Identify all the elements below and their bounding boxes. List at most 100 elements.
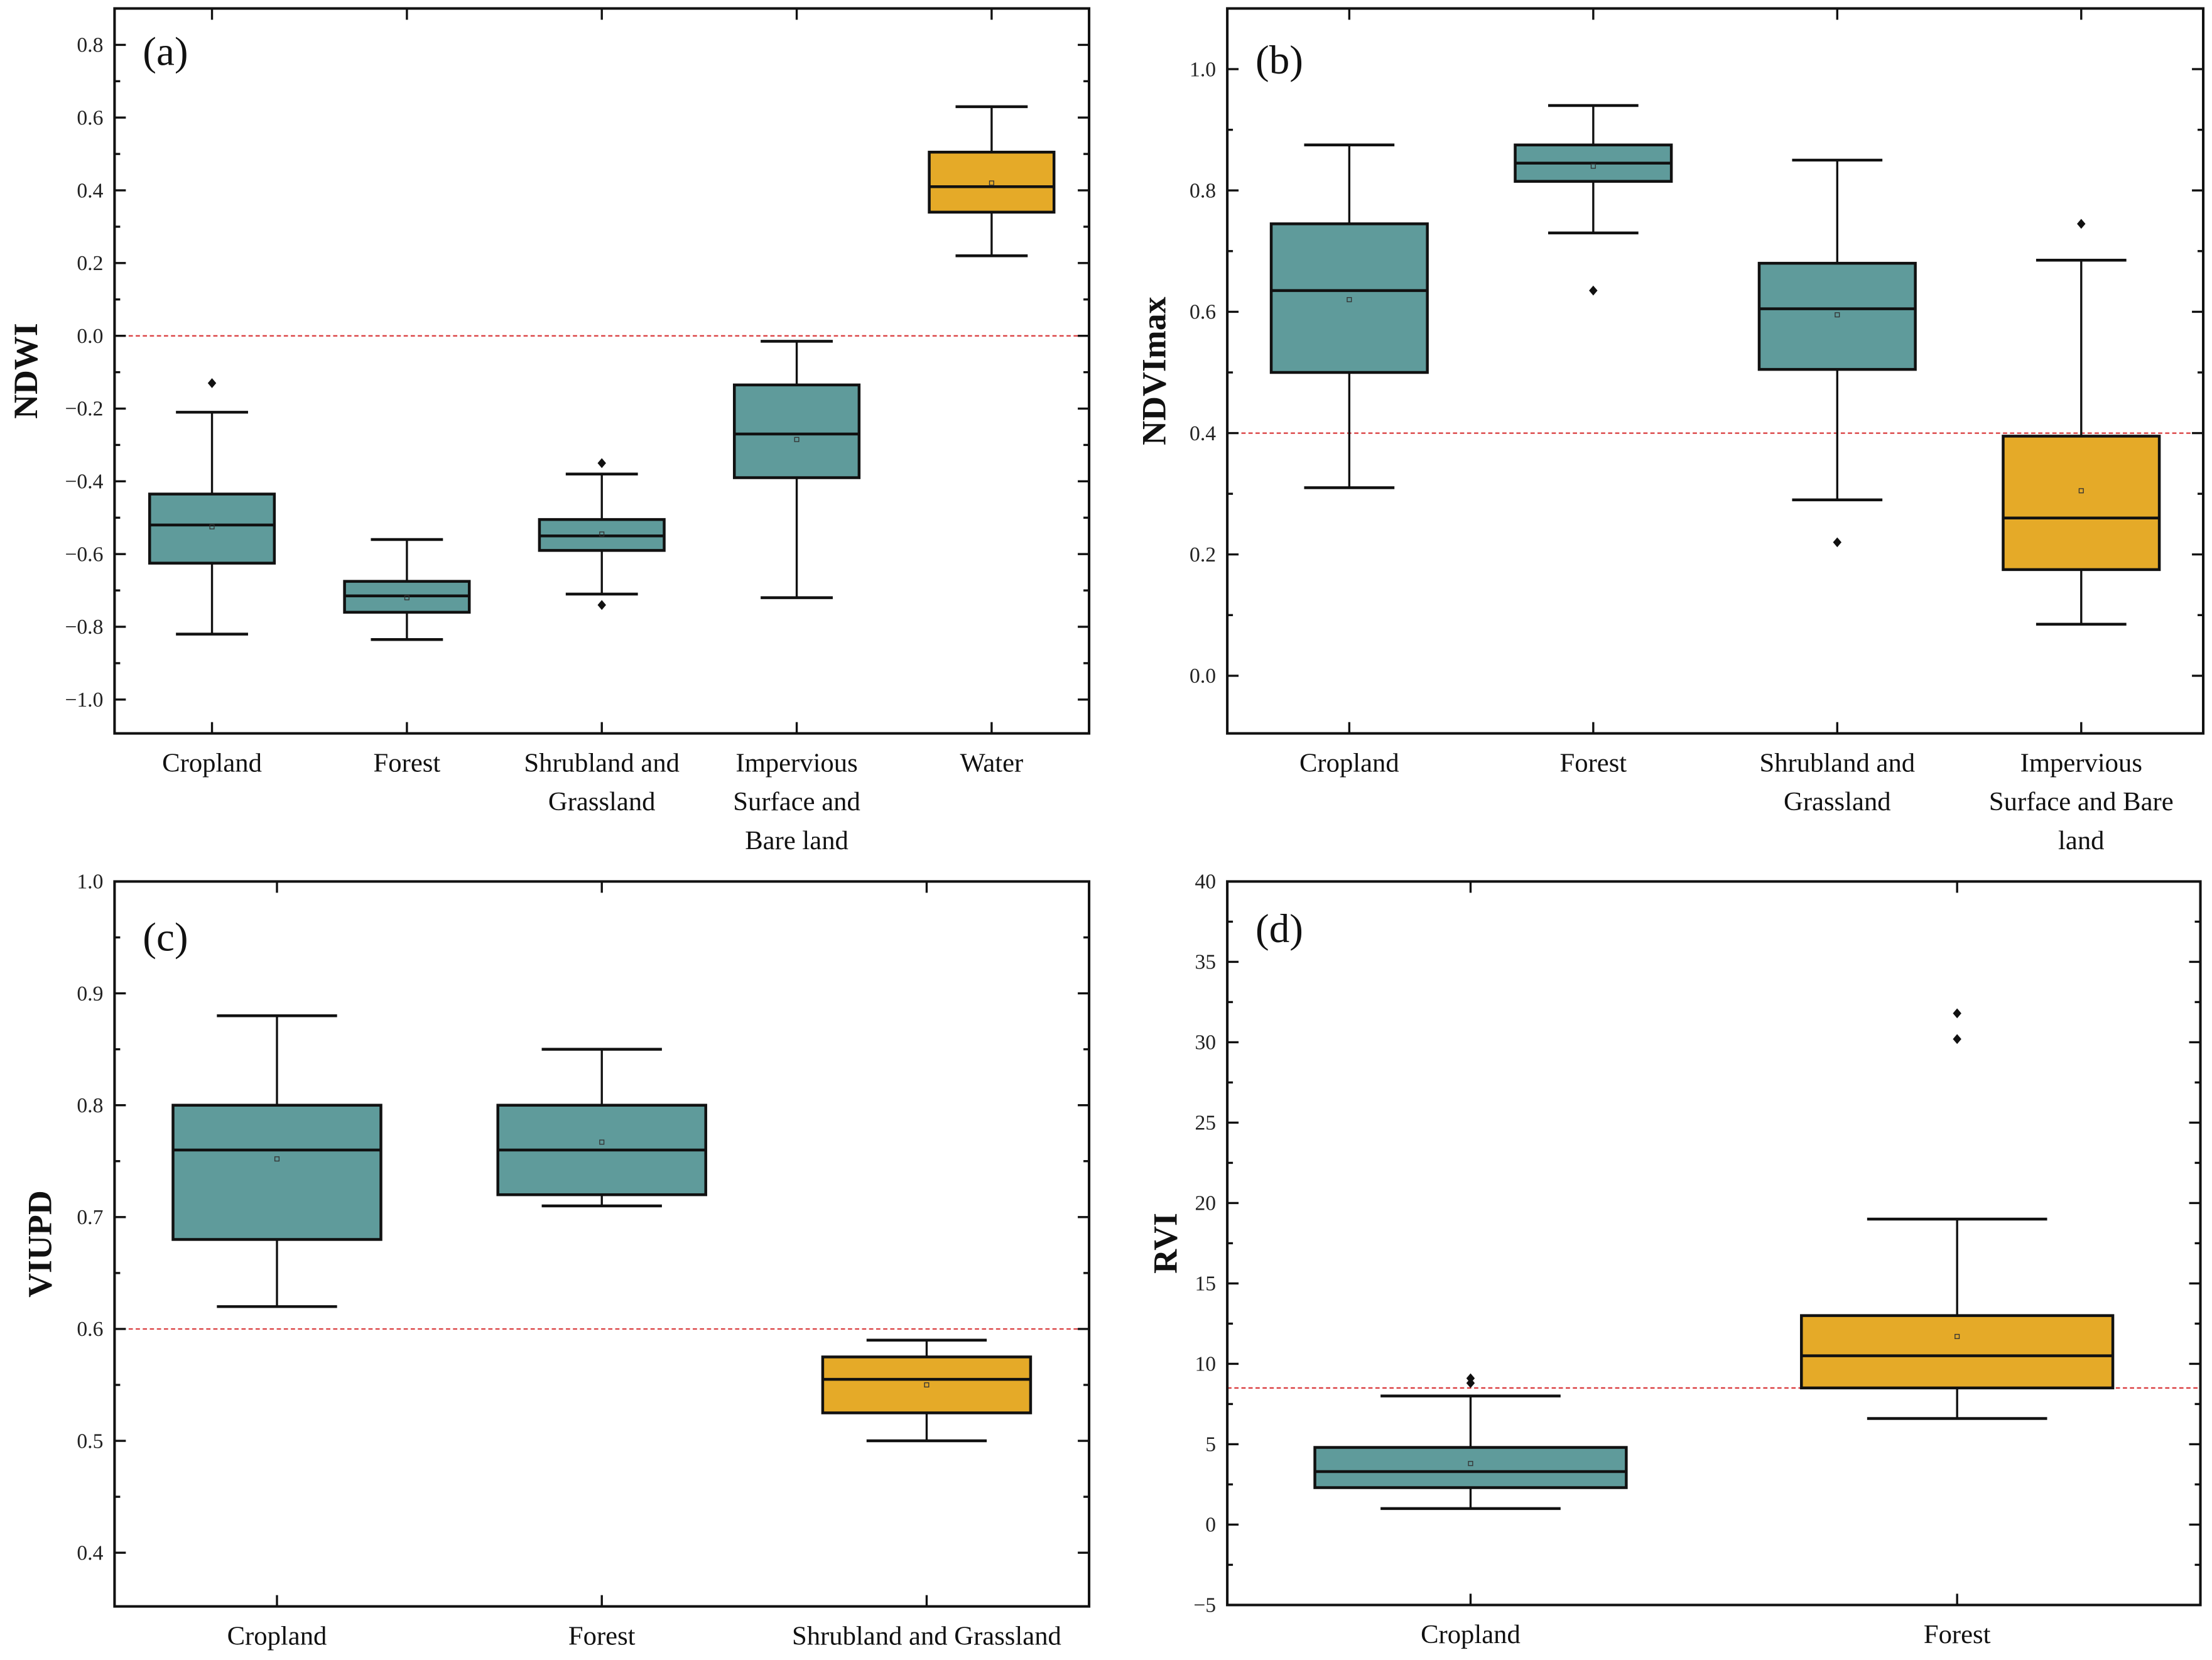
box-1 — [1514, 104, 1673, 296]
outlier-point — [597, 458, 606, 469]
panel-label: (c) — [143, 914, 188, 960]
y-tick-label: −0.2 — [65, 398, 103, 421]
y-tick-label: 0.4 — [1190, 422, 1216, 445]
y-tick-label: 0.8 — [77, 34, 103, 57]
category-label: Cropland — [1421, 1620, 1521, 1649]
box-1 — [1800, 1008, 2115, 1420]
y-tick-label: 0.2 — [77, 252, 103, 275]
outlier-point — [207, 378, 217, 388]
box-3 — [2002, 219, 2161, 626]
iqr-box — [928, 150, 1056, 214]
y-tick-label: −0.8 — [65, 616, 103, 639]
plot-frame — [1226, 7, 2205, 735]
mean-marker — [1954, 1333, 1960, 1339]
panel-c: 0.4 0.5 0.6 0.7 0.8 0.9 1.0 VIUPD (c) Cropland For… — [21, 871, 1091, 1651]
mean-marker — [274, 1156, 280, 1162]
y-tick-label: 0.2 — [1190, 543, 1216, 567]
y-tick-label: 10 — [1195, 1353, 1216, 1376]
category-label: Forest — [1560, 748, 1627, 778]
y-tick-label: 30 — [1195, 1031, 1216, 1055]
mean-marker — [989, 180, 994, 186]
y-tick-label: −0.4 — [65, 470, 103, 494]
outlier-point — [1589, 285, 1598, 296]
y-tick-label: 0 — [1205, 1514, 1216, 1537]
panel-label: (d) — [1255, 906, 1303, 952]
y-tick-label: 0.6 — [77, 106, 103, 129]
category-label: Grassland — [1784, 787, 1891, 816]
mean-marker — [1347, 297, 1352, 303]
iqr-box — [1800, 1314, 2115, 1390]
y-tick-label: 0.8 — [1190, 179, 1216, 202]
y-axis-label: NDWI — [7, 323, 45, 419]
mean-marker — [599, 531, 605, 537]
panel-label: (a) — [143, 29, 188, 74]
iqr-box — [1313, 1446, 1628, 1489]
iqr-box — [2002, 435, 2161, 572]
y-tick-label: 0.4 — [77, 1541, 103, 1565]
mean-marker — [599, 1139, 605, 1145]
y-tick-label: −0.6 — [65, 543, 103, 566]
mean-marker — [1590, 163, 1596, 169]
y-tick-label: 0.8 — [77, 1094, 103, 1117]
category-label: Impervious — [735, 748, 857, 778]
category-label: Cropland — [227, 1621, 327, 1651]
category-label: Cropland — [162, 748, 262, 778]
panel-a: −1.0 −0.8 −0.6 −0.4 −0.2 0.0 0.2 0.4 0.6 0.8 NDWI (… — [7, 7, 1091, 855]
y-tick-label: −1.0 — [65, 688, 103, 712]
y-tick-label: −5 — [1193, 1594, 1216, 1617]
y-tick-label: 1.0 — [77, 871, 103, 894]
category-label: Surface and Bare — [1989, 787, 2174, 816]
outlier-point — [597, 600, 606, 610]
mean-marker — [209, 524, 215, 529]
category-label: Impervious — [2020, 748, 2142, 778]
y-tick-label: 40 — [1195, 871, 1216, 894]
y-tick-label: 1.0 — [1190, 58, 1216, 81]
y-tick-label: 0.4 — [77, 179, 103, 202]
box-0 — [1313, 1373, 1628, 1511]
category-label: Forest — [568, 1621, 636, 1651]
y-tick-label: 0.7 — [77, 1206, 103, 1229]
iqr-box — [733, 383, 861, 479]
category-label: Shrubland and — [524, 748, 680, 778]
y-tick-label: 0.0 — [77, 325, 103, 348]
iqr-box — [1269, 222, 1429, 374]
category-label: Cropland — [1299, 748, 1399, 778]
category-label: Forest — [374, 748, 441, 778]
outlier-point — [2077, 219, 2086, 229]
iqr-box — [171, 1104, 382, 1241]
panel-label: (b) — [1255, 38, 1303, 83]
box-0 — [148, 378, 276, 636]
mean-marker — [2078, 488, 2084, 494]
mean-marker — [404, 595, 409, 600]
box-2 — [821, 1338, 1033, 1443]
mean-marker — [1835, 312, 1840, 318]
iqr-box — [1757, 261, 1917, 371]
box-2 — [538, 458, 666, 610]
category-label: Shrubland and — [1760, 748, 1916, 778]
y-tick-label: 0.9 — [77, 982, 103, 1006]
outlier-point — [1953, 1034, 1961, 1044]
panel-d: −5 0 5 10 15 20 25 30 35 40 RVI (d) Cropland Forest — [1146, 871, 2202, 1649]
box-1 — [343, 538, 471, 641]
y-tick-label: 0.0 — [1190, 665, 1216, 688]
plot-frame — [1226, 880, 2202, 1607]
box-0 — [1269, 143, 1429, 489]
y-tick-label: 0.6 — [1190, 301, 1216, 324]
category-label: Water — [960, 748, 1023, 778]
y-tick-label: 0.6 — [77, 1318, 103, 1341]
box-0 — [171, 1014, 382, 1308]
y-tick-label: 5 — [1205, 1433, 1216, 1457]
y-tick-label: 15 — [1195, 1272, 1216, 1296]
panel-b: 0.0 0.2 0.4 0.6 0.8 1.0 NDVImax (b) Cropland Fore… — [1135, 7, 2205, 855]
box-3 — [733, 340, 861, 599]
y-axis-label: RVI — [1146, 1213, 1184, 1274]
y-tick-label: 25 — [1195, 1112, 1216, 1135]
box-1 — [496, 1048, 707, 1208]
plot-frame — [113, 7, 1091, 735]
y-axis-label: NDVImax — [1135, 296, 1173, 445]
mean-marker — [794, 437, 800, 442]
outlier-point — [1953, 1008, 1961, 1019]
category-label: Shrubland and Grassland — [792, 1621, 1061, 1651]
y-axis-label: VIUPD — [21, 1190, 58, 1298]
